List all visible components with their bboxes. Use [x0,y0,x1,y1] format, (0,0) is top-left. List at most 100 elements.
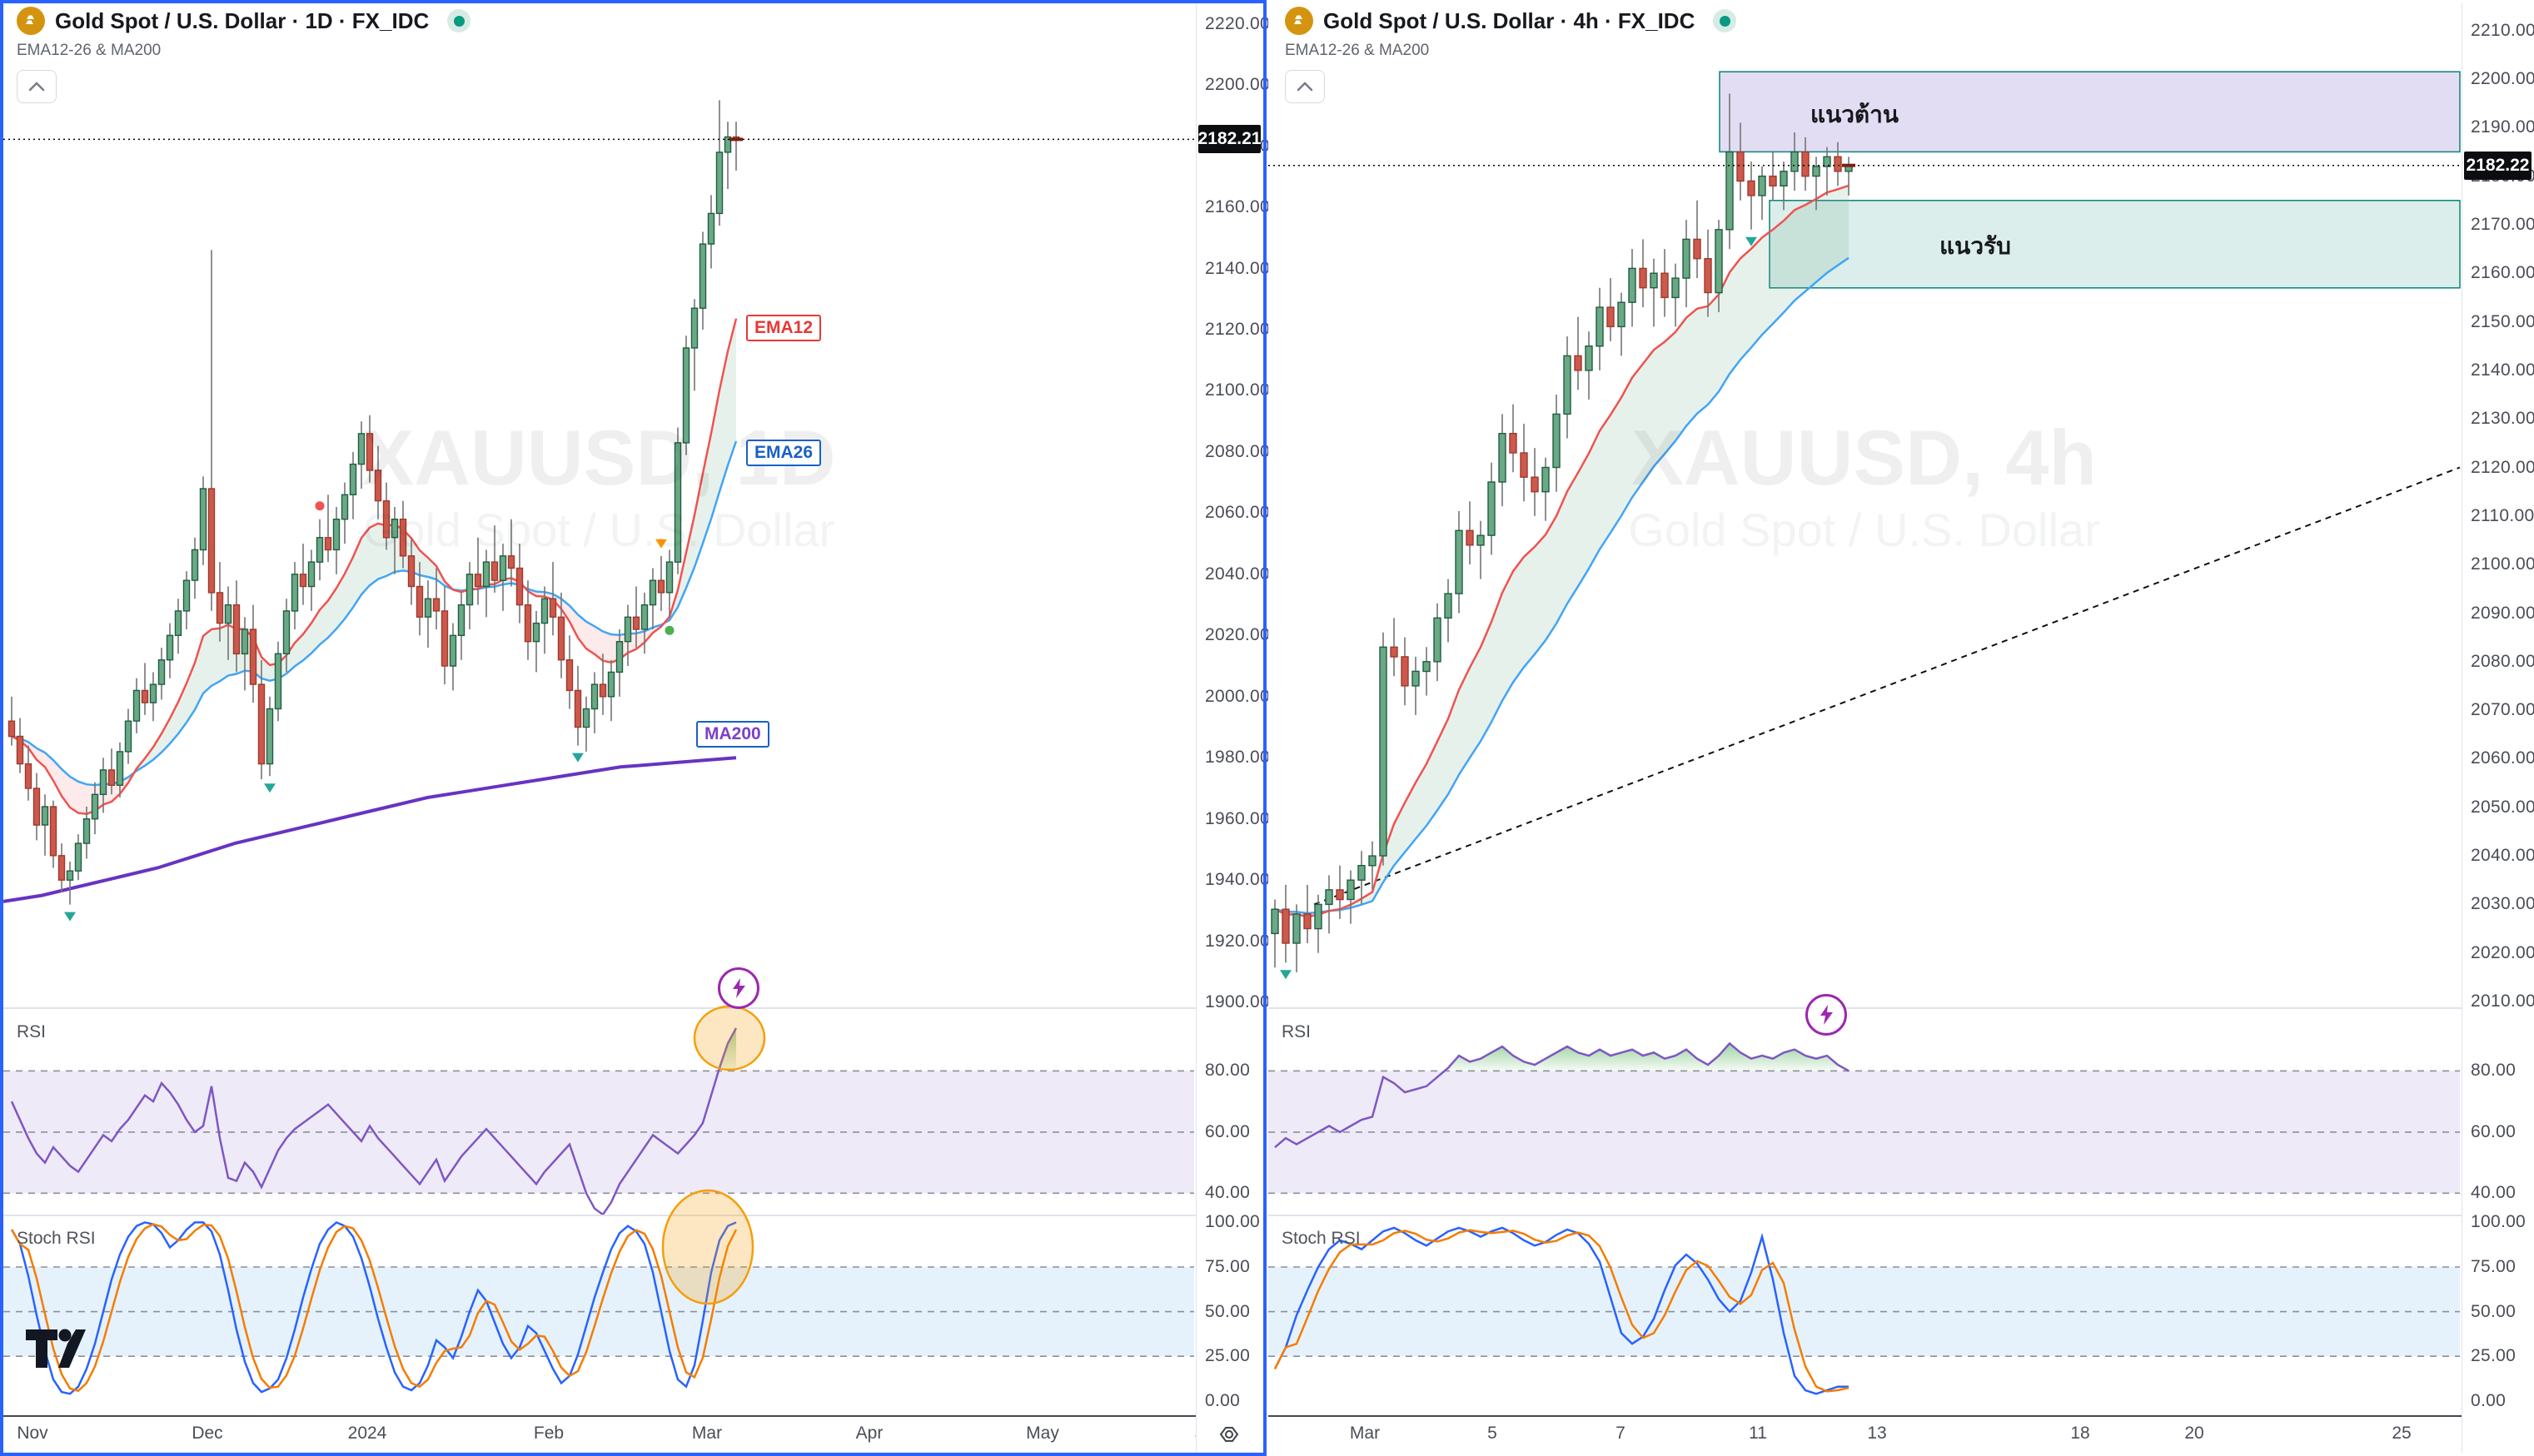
pane-separator[interactable] [3,1215,1263,1216]
price-tick: 1940.00 [1205,870,1271,890]
lightning-icon[interactable] [1805,994,1847,1036]
pane-separator[interactable] [1268,1215,2534,1216]
collapse-button[interactable] [17,70,57,103]
price-tick: 2130.00 [2471,409,2534,429]
rsi-tick: 80.00 [2471,1061,2517,1081]
rsi-pane-label: RSI [17,1022,47,1041]
pane-separator[interactable] [1268,1007,2534,1009]
rsi-tick: 80.00 [1205,1061,1251,1081]
price-tick: 2170.00 [2471,214,2534,234]
price-tick: 2090.00 [2471,603,2534,623]
resistance-zone-label: แนวต้าน [1810,102,1899,127]
symbol-title[interactable]: Gold Spot / U.S. Dollar · 4h · FX_IDC [1323,7,1695,33]
support-zone-label: แนวรับ [1939,233,2011,259]
price-tick: 2040.00 [2471,846,2534,866]
time-axis-separator [1268,1415,2462,1417]
time-tick: 11 [1749,1424,1767,1443]
price-tick: 2030.00 [2471,894,2534,914]
time-tick: May [1026,1424,1059,1443]
price-tick: 2220.00 [1205,13,1271,33]
chart-panel-daily: XAUUSD, 1D Gold Spot / U.S. Dollar RSI S… [0,0,1270,1456]
price-tick: 2200.00 [1205,75,1271,95]
stoch-tick: 0.00 [1205,1390,1241,1410]
stoch-pane-label: Stoch RSI [17,1229,96,1248]
market-status-icon[interactable] [447,9,471,32]
tradingview-logo[interactable] [25,1329,87,1370]
stoch-tick: 50.00 [2471,1301,2517,1321]
price-tick: 2060.00 [1205,503,1271,523]
ema26-label[interactable]: EMA26 [746,440,822,466]
time-axis-4h[interactable]: Mar 5 7 11 13 18 20 25 [1268,1417,2462,1452]
price-tick: 1900.00 [1205,992,1271,1012]
price-tick: 2080.00 [2471,651,2534,671]
price-tick: 2140.00 [2471,360,2534,380]
rsi-tick: 60.00 [2471,1121,2517,1141]
rsi-pane-daily[interactable] [3,1005,1194,1216]
price-axis-daily[interactable]: 2220.002200.002180.002160.002140.002120.… [1196,3,1270,1453]
price-tick: 2070.00 [2471,700,2534,720]
rsi-tick: 40.00 [1205,1183,1251,1203]
price-pane-4h[interactable] [1268,3,2461,1007]
gold-symbol-icon[interactable] [17,7,45,35]
last-price-tag: 2182.22 [2464,151,2532,180]
price-tick: 2020.00 [2471,942,2534,962]
ma200-label[interactable]: MA200 [696,721,769,748]
time-tick: 7 [1615,1424,1625,1443]
time-tick: 2024 [347,1424,387,1443]
ema12-label[interactable]: EMA12 [746,315,822,341]
chart-header-daily: Gold Spot / U.S. Dollar · 1D · FX_IDC EM… [17,7,471,103]
price-tick: 1920.00 [1205,931,1271,951]
gold-symbol-icon[interactable] [1285,7,1313,35]
price-tick: 2210.00 [2471,20,2534,40]
time-axis-separator [3,1415,1263,1417]
price-tick: 2080.00 [1205,441,1271,461]
rsi-pane-4h[interactable] [1268,1010,2460,1215]
stoch-pane-daily[interactable] [3,1189,1194,1415]
stoch-tick: 75.00 [1205,1257,1251,1276]
time-tick: Mar [691,1424,723,1443]
stoch-tick: 50.00 [1205,1301,1251,1321]
price-tick: 2050.00 [2471,797,2534,817]
stoch-tick: 100.00 [2471,1212,2527,1232]
stoch-tick: 25.00 [2471,1346,2517,1366]
stoch-pane-4h[interactable] [1268,1217,2460,1415]
time-tick: 20 [2184,1424,2204,1443]
stoch-tick: 0.00 [2471,1390,2507,1410]
stoch-tick: 75.00 [2471,1257,2517,1276]
time-tick: 5 [1487,1424,1497,1443]
market-status-icon[interactable] [1713,9,1737,32]
price-tick: 2150.00 [2471,311,2534,331]
price-pane-daily[interactable] [2,3,1194,1007]
indicator-title[interactable]: EMA12-26 & MA200 [1285,42,1430,59]
price-tick: 2140.00 [1205,258,1271,278]
time-tick: Apr [855,1424,884,1443]
price-tick: 2010.00 [2471,991,2534,1011]
indicator-title[interactable]: EMA12-26 & MA200 [17,42,162,59]
stoch-tick: 100.00 [1205,1212,1261,1232]
price-tick: 1960.00 [1205,808,1271,828]
price-tick: 2040.00 [1205,564,1271,584]
stoch-tick: 25.00 [1205,1346,1251,1366]
pane-separator[interactable] [3,1007,1263,1009]
time-tick: Nov [17,1424,48,1443]
time-tick: 13 [1867,1424,1887,1443]
time-tick: Mar [1349,1424,1381,1443]
lightning-icon[interactable] [718,967,759,1009]
price-scale-mode-icon[interactable] [1217,1425,1242,1444]
time-tick: Feb [533,1424,565,1443]
price-tick: 1980.00 [1205,748,1271,768]
price-axis-4h[interactable]: 2210.002200.002190.002180.002170.002160.… [2462,3,2534,1453]
price-tick: 2120.00 [1205,320,1271,339]
symbol-title[interactable]: Gold Spot / U.S. Dollar · 1D · FX_IDC [55,7,430,33]
collapse-button[interactable] [1285,70,1325,103]
price-tick: 2000.00 [1205,686,1271,706]
time-tick: 25 [2392,1424,2412,1443]
time-axis-daily[interactable]: NovDec2024FebMarAprMayJun [3,1417,1263,1452]
stoch-pane-label: Stoch RSI [1282,1229,1361,1248]
price-tick: 2110.00 [2471,505,2534,525]
rsi-tick: 60.00 [1205,1121,1251,1141]
price-tick: 2100.00 [2471,554,2534,574]
time-tick: Dec [192,1424,223,1443]
rsi-pane-label: RSI [1282,1022,1312,1041]
